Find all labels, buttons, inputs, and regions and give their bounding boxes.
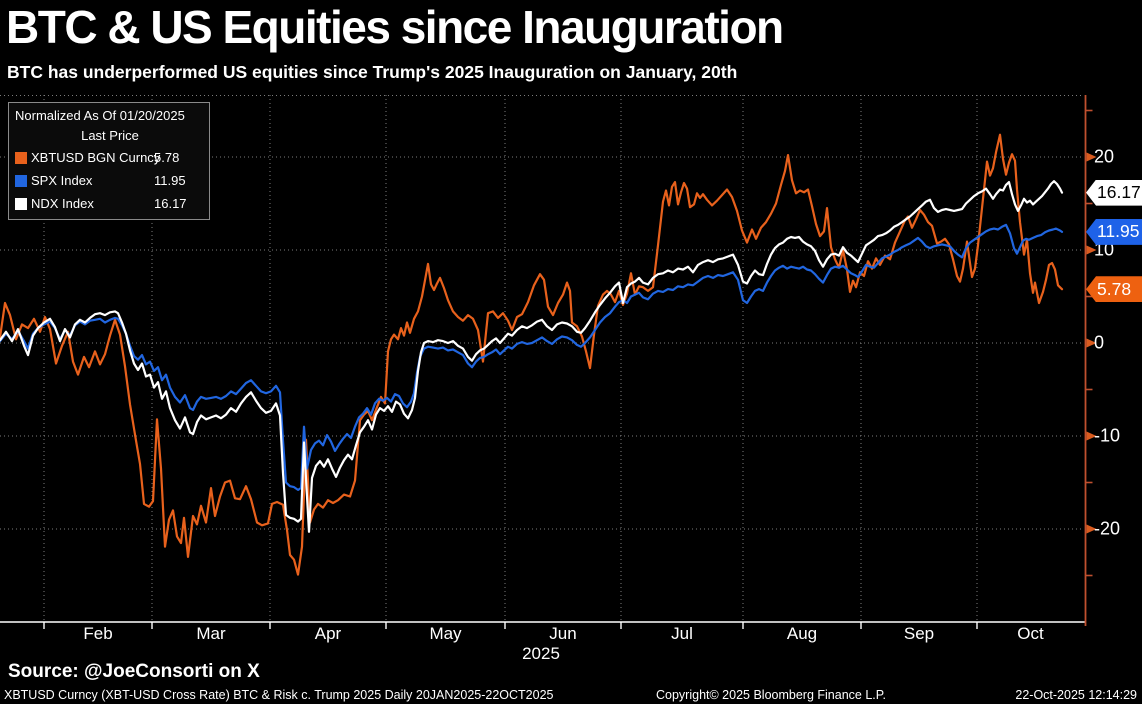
legend-item-spx: SPX Index 11.95	[15, 169, 205, 192]
legend-normalized-note: Normalized As Of 01/20/2025	[15, 108, 185, 123]
x-axis-month-apr: Apr	[314, 624, 342, 643]
x-axis-month-jul: Jul	[671, 624, 693, 643]
source-attribution: Source: @JoeConsorti on X	[8, 661, 260, 682]
legend-swatch-icon	[15, 174, 27, 187]
x-axis-month-jun: Jun	[549, 624, 577, 643]
legend-series-name: NDX Index	[31, 195, 94, 211]
last-price-badge-11.95: 11.95	[1086, 218, 1142, 245]
y-axis-label-20: 20	[1094, 146, 1115, 167]
chart-subtitle: BTC has underperformed US equities since…	[7, 62, 738, 82]
y-tick-arrow--10	[1086, 431, 1097, 441]
x-axis-month-oct: Oct	[1017, 624, 1044, 643]
last-price-badge-5.78: 5.78	[1086, 276, 1142, 303]
x-axis-year-label: 2025	[522, 644, 560, 663]
legend-swatch-icon	[15, 151, 27, 164]
series-line-xbtusd	[0, 133, 1064, 576]
x-axis-month-mar: Mar	[196, 624, 226, 643]
y-axis-label--20: -20	[1094, 518, 1121, 539]
status-bar-timestamp: 22-Oct-2025 12:14:29	[1015, 688, 1137, 702]
y-axis-label--10: -10	[1094, 425, 1121, 446]
page-title: BTC & US Equities since Inauguration	[6, 1, 784, 53]
legend-series-name: SPX Index	[31, 172, 93, 188]
legend-last-price-value: 11.95	[154, 172, 186, 188]
legend-item-ndx: NDX Index 16.17	[15, 192, 205, 215]
legend-last-price-label: Last Price	[81, 128, 139, 144]
y-tick-arrow--20	[1086, 524, 1097, 534]
x-axis-month-feb: Feb	[83, 624, 113, 643]
legend-swatch-icon	[15, 197, 27, 210]
price-chart-plot	[0, 95, 1097, 629]
status-bar-copyright: Copyright© 2025 Bloomberg Finance L.P.	[656, 688, 886, 702]
y-tick-arrow-10	[1086, 245, 1097, 255]
status-bar-security-info: XBTUSD Curncy (XBT-USD Cross Rate) BTC &…	[4, 688, 554, 702]
x-axis-month-sep: Sep	[903, 624, 935, 643]
legend-series-name: XBTUSD BGN Curncy	[31, 149, 161, 165]
legend-item-xbtusd: XBTUSD BGN Curncy 5.78	[15, 146, 205, 169]
y-tick-arrow-0	[1086, 338, 1097, 348]
x-axis-month-aug: Aug	[786, 624, 818, 643]
x-axis-month-may: May	[429, 624, 462, 643]
chart-legend: Normalized As Of 01/20/2025 Last Price X…	[8, 102, 210, 221]
y-tick-arrow-20	[1086, 152, 1097, 162]
y-axis-label-0: 0	[1094, 332, 1105, 353]
legend-last-price-value: 16.17	[154, 195, 187, 211]
legend-last-price-value: 5.78	[154, 149, 180, 165]
last-price-badge-16.17: 16.17	[1086, 179, 1142, 206]
series-line-spx	[0, 223, 1064, 491]
series-line-ndx	[0, 180, 1064, 533]
